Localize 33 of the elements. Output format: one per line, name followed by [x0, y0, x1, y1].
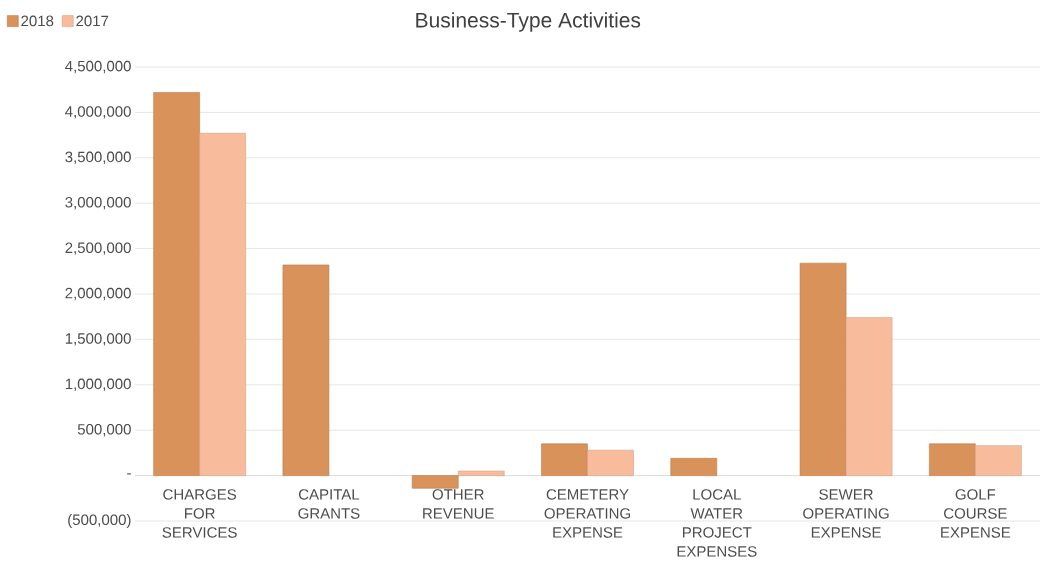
bar [153, 92, 200, 476]
y-tick-label: 3,000,000 [65, 197, 131, 210]
y-tick-label: 4,500,000 [65, 60, 131, 74]
x-tick-label: GOLF COURSE EXPENSE [941, 489, 1011, 538]
bar [541, 443, 588, 476]
y-tick-label: 3,500,000 [65, 151, 131, 164]
y-tick-label: (500,000) [68, 514, 131, 528]
y-tick-label: 500,000 [77, 424, 131, 437]
y-tick-label: 1,500,000 [65, 333, 131, 346]
legend-label: 2017 [76, 15, 109, 27]
chart-title: Business-Type Activities [416, 12, 641, 32]
x-tick-label: CEMETERY OPERATING EXPENSE [544, 489, 630, 538]
y-tick-label: - [127, 473, 131, 475]
y-tick-label: 2,000,000 [65, 287, 131, 301]
y-tick-label: 1,000,000 [65, 378, 131, 391]
x-tick-label: LOCAL WATER PROJECT EXPENSES [677, 489, 757, 557]
x-tick-label: CAPITAL GRANTS [298, 489, 360, 519]
bar [587, 449, 634, 476]
bar [457, 470, 505, 476]
bar [975, 445, 1022, 476]
x-tick-label: SEWER OPERATING EXPENSE [803, 489, 889, 538]
bar [929, 443, 976, 476]
bar [199, 132, 246, 476]
x-tick-label: CHARGES FOR SERVICES [162, 489, 237, 538]
bar [799, 262, 847, 476]
bar [282, 264, 330, 476]
legend-label: 2018 [21, 15, 54, 27]
x-tick-label: OTHER REVENUE [423, 489, 494, 519]
y-tick-label: 2,500,000 [65, 242, 131, 255]
y-tick-label: 4,000,000 [65, 106, 131, 119]
bar [670, 458, 718, 476]
bar [411, 475, 459, 489]
bar [845, 317, 893, 476]
